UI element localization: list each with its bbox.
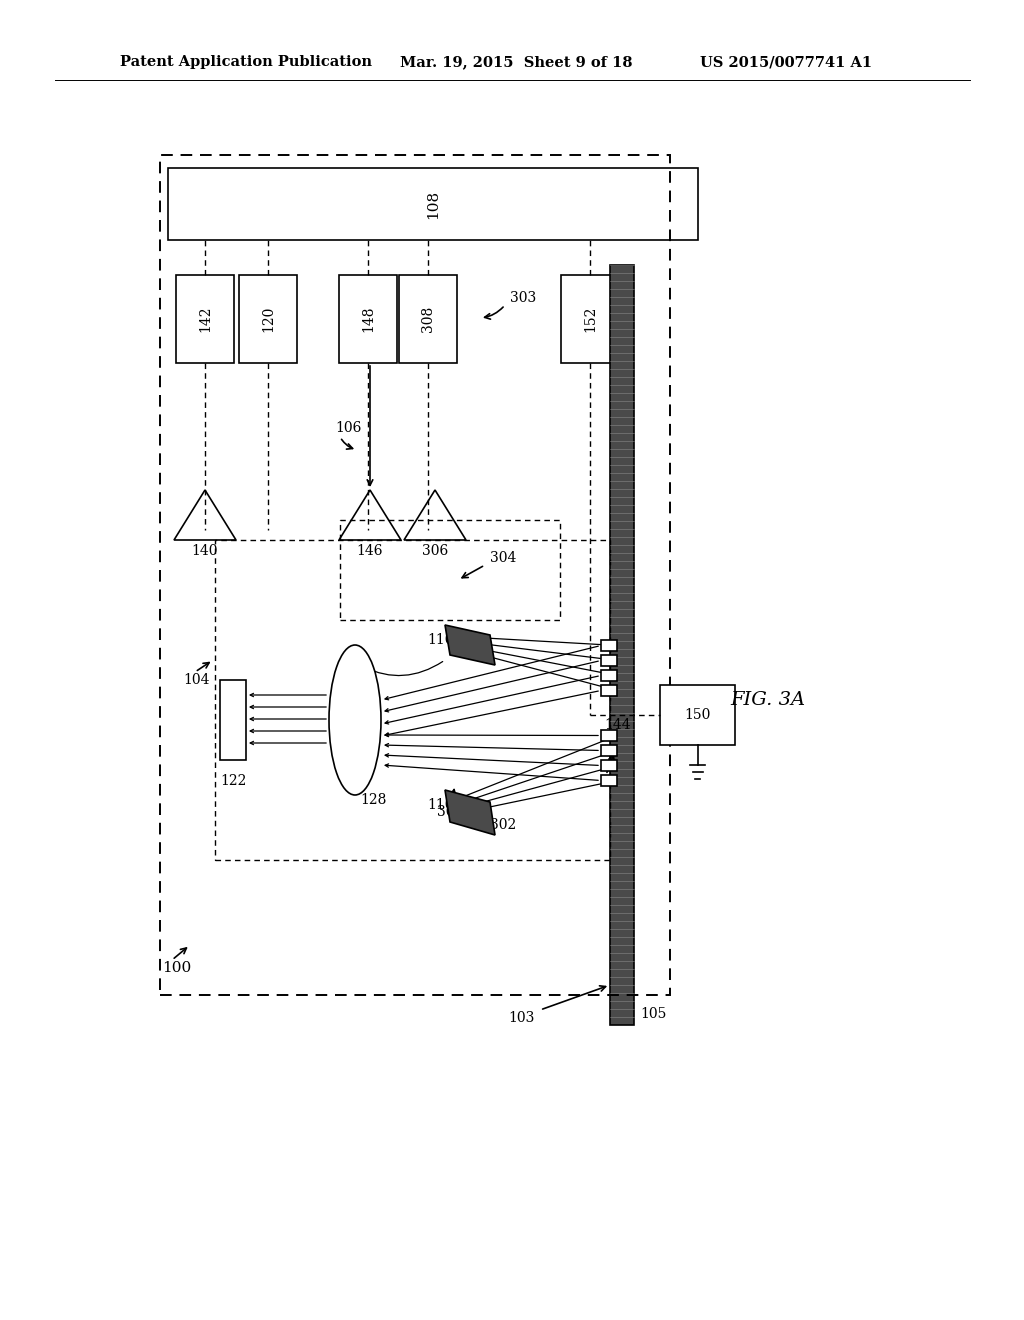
Text: 100: 100 xyxy=(162,961,191,975)
Bar xyxy=(610,265,634,1026)
Polygon shape xyxy=(445,789,495,836)
Bar xyxy=(601,760,617,771)
Text: 110: 110 xyxy=(427,634,454,647)
Text: 144: 144 xyxy=(604,718,631,733)
Text: 106: 106 xyxy=(335,421,361,436)
Bar xyxy=(239,275,297,363)
Polygon shape xyxy=(339,490,401,540)
Polygon shape xyxy=(445,624,495,665)
Text: 105: 105 xyxy=(640,1007,667,1020)
Ellipse shape xyxy=(329,645,381,795)
Text: 120: 120 xyxy=(261,306,275,333)
Bar xyxy=(176,275,234,363)
Text: 140: 140 xyxy=(191,544,218,558)
Bar xyxy=(220,680,246,760)
Bar xyxy=(601,685,617,696)
Polygon shape xyxy=(404,490,466,540)
Text: 306: 306 xyxy=(422,544,449,558)
Bar xyxy=(399,275,457,363)
Text: US 2015/0077741 A1: US 2015/0077741 A1 xyxy=(700,55,872,69)
Bar xyxy=(660,685,735,744)
Text: 150: 150 xyxy=(684,708,711,722)
Text: 308: 308 xyxy=(421,306,435,333)
Text: 142: 142 xyxy=(198,306,212,333)
Bar xyxy=(601,655,617,667)
Text: 307: 307 xyxy=(437,805,464,818)
Bar xyxy=(215,540,610,861)
Text: 108: 108 xyxy=(426,190,440,219)
Text: 122: 122 xyxy=(220,774,246,788)
Text: 146: 146 xyxy=(356,544,383,558)
Bar xyxy=(601,775,617,785)
Text: 148: 148 xyxy=(361,306,375,333)
Text: 103: 103 xyxy=(509,1011,535,1026)
Bar xyxy=(601,640,617,651)
Text: Mar. 19, 2015  Sheet 9 of 18: Mar. 19, 2015 Sheet 9 of 18 xyxy=(400,55,633,69)
Text: 302: 302 xyxy=(490,818,516,832)
Bar xyxy=(601,671,617,681)
Bar xyxy=(561,275,618,363)
Text: Patent Application Publication: Patent Application Publication xyxy=(120,55,372,69)
Bar xyxy=(160,154,670,995)
Text: 152: 152 xyxy=(583,306,597,333)
Text: 304: 304 xyxy=(490,550,516,565)
Bar xyxy=(168,168,698,240)
Bar xyxy=(601,744,617,756)
Text: 128: 128 xyxy=(360,793,386,807)
Text: FIG. 3A: FIG. 3A xyxy=(730,690,805,709)
Bar xyxy=(340,520,560,620)
Polygon shape xyxy=(174,490,236,540)
Text: 110: 110 xyxy=(427,799,454,812)
Text: 303: 303 xyxy=(510,290,537,305)
Bar xyxy=(339,275,397,363)
Bar xyxy=(601,730,617,741)
Text: 104: 104 xyxy=(183,673,210,686)
